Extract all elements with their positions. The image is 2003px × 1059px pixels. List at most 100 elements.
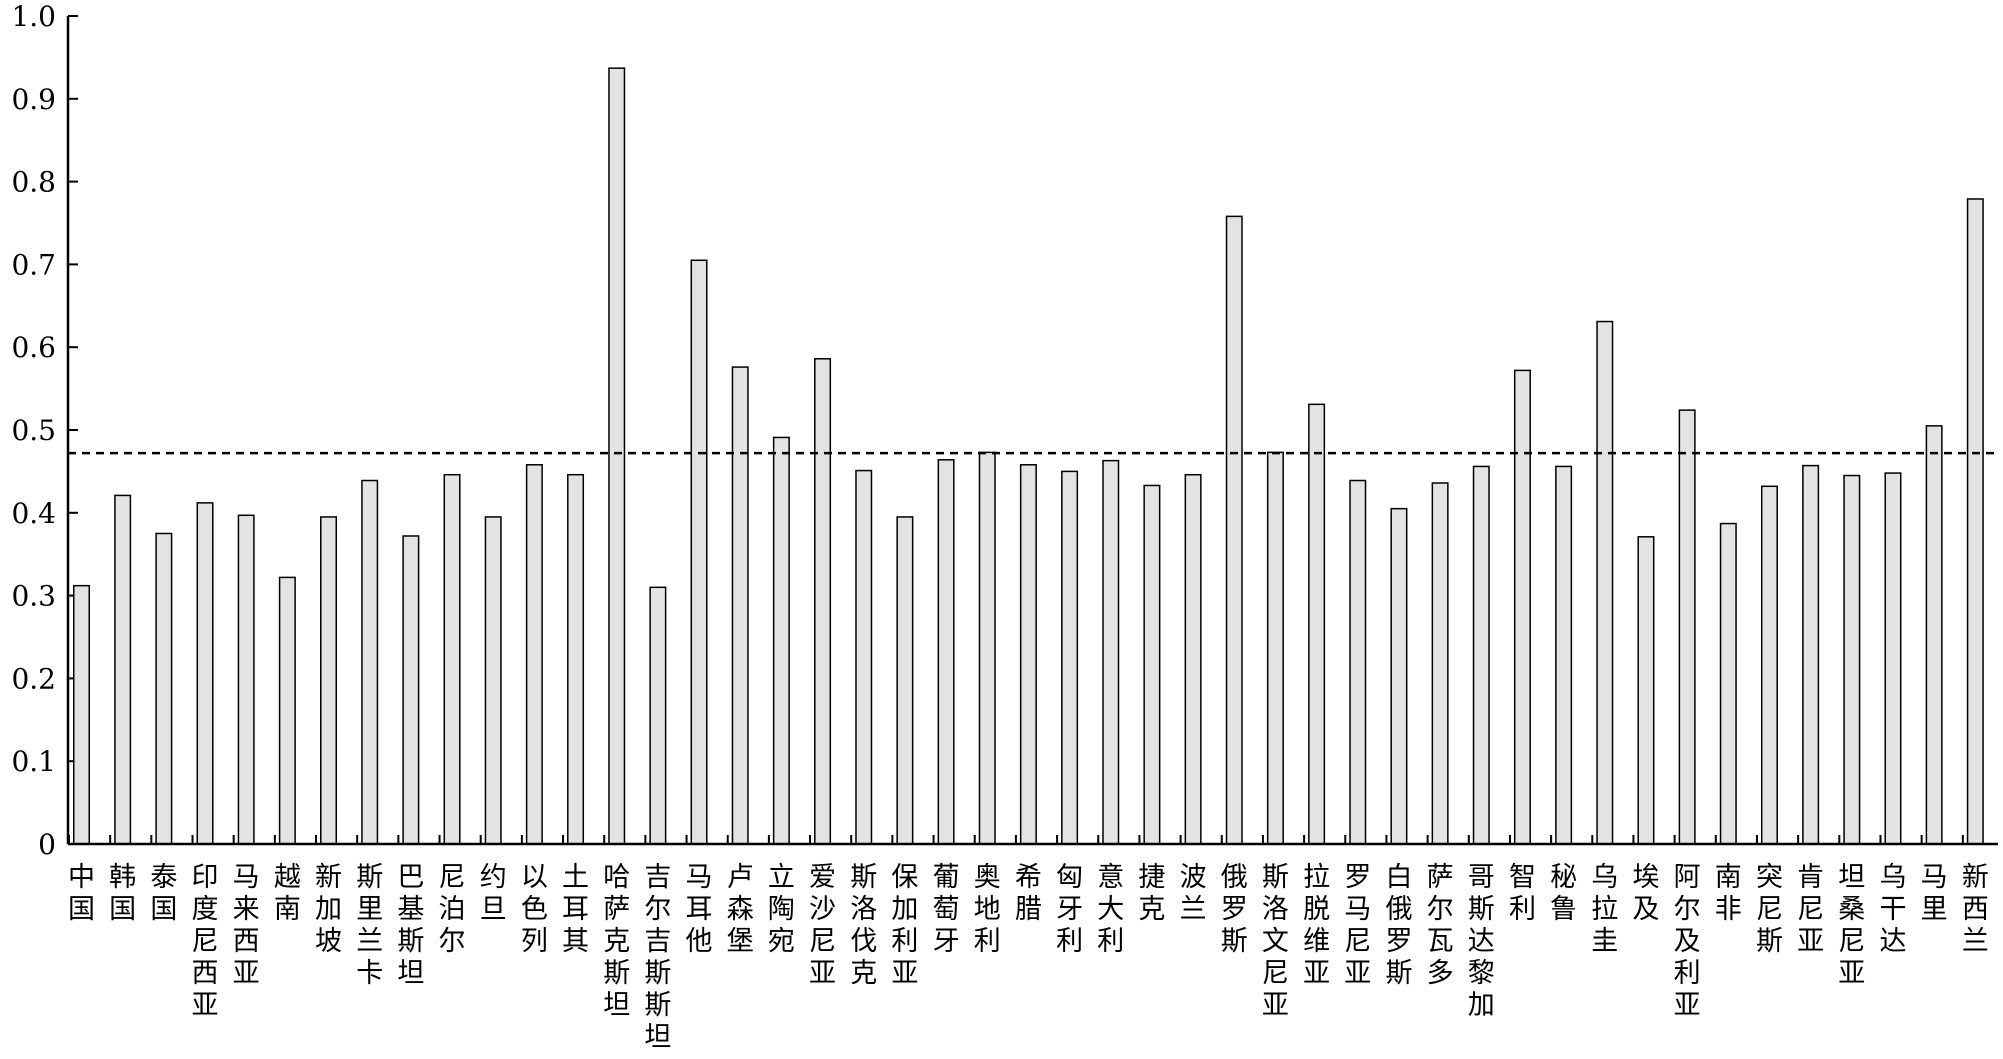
bar (525, 464, 543, 845)
bar (1884, 472, 1902, 845)
bar (1637, 536, 1655, 845)
bar (1966, 198, 1984, 845)
bar (237, 514, 255, 845)
category-label: 南非 (1715, 862, 1742, 925)
x-axis (68, 835, 2003, 846)
bar (1102, 459, 1120, 845)
bar (1390, 507, 1408, 845)
category-label: 哥斯达黎加 (1468, 862, 1495, 1021)
category-label: 奥地利 (974, 862, 1001, 957)
bar (361, 479, 379, 845)
category-label: 乌干达 (1879, 862, 1906, 957)
bar (1308, 403, 1326, 845)
category-label: 乌拉圭 (1591, 862, 1618, 957)
bar (649, 586, 667, 845)
category-label: 萨尔瓦多 (1427, 862, 1454, 989)
y-tick-label: 0.8 (11, 166, 56, 199)
bar (1719, 522, 1737, 845)
category-label: 以色列 (521, 862, 548, 957)
category-label: 阿尔及利亚 (1674, 862, 1701, 1021)
y-tick-label: 0.5 (11, 414, 56, 447)
category-label: 捷克 (1138, 862, 1165, 925)
bar (1596, 320, 1614, 845)
category-label: 吉尔吉斯斯坦 (644, 862, 671, 1053)
category-label: 中国 (68, 862, 95, 925)
bar (814, 358, 832, 845)
bar (1184, 473, 1202, 845)
bar (1019, 464, 1037, 845)
bar (690, 259, 708, 845)
y-tick-label: 1.0 (11, 0, 56, 33)
bar (567, 473, 585, 845)
y-tick-label: 0.1 (11, 745, 56, 778)
y-tick-label: 0 (38, 828, 56, 861)
category-label: 波兰 (1180, 862, 1207, 925)
bar (937, 459, 955, 845)
bar (155, 532, 173, 845)
category-label: 俄罗斯 (1221, 862, 1248, 957)
category-label: 斯洛伐克 (850, 862, 877, 989)
bar (731, 366, 749, 845)
bar (1802, 464, 1820, 845)
category-label: 马耳他 (686, 862, 713, 957)
bar (978, 451, 996, 845)
bar (73, 584, 90, 845)
bar (1925, 425, 1943, 845)
category-label: 巴基斯坦 (397, 862, 424, 989)
category-label: 立陶宛 (768, 862, 795, 957)
bar (484, 516, 502, 845)
bar (1513, 369, 1531, 845)
bar (1555, 465, 1573, 845)
category-label: 韩国 (109, 862, 136, 925)
bar (855, 469, 873, 845)
category-label: 葡萄牙 (933, 862, 960, 957)
category-label: 突尼斯 (1756, 862, 1783, 957)
bar (1760, 485, 1778, 845)
y-tick-label: 0.7 (11, 248, 56, 281)
category-label: 希腊 (1015, 862, 1042, 925)
bar (196, 502, 214, 845)
bar (1678, 409, 1696, 845)
category-label: 坦桑尼亚 (1838, 862, 1865, 989)
y-tick-label: 0.4 (11, 497, 56, 530)
category-label: 白俄罗斯 (1385, 862, 1412, 989)
bar (1843, 474, 1861, 845)
category-label: 保加利亚 (891, 862, 918, 989)
category-label: 约旦 (480, 862, 507, 925)
bar (1349, 479, 1367, 845)
y-tick-label: 0.9 (11, 83, 56, 116)
category-label: 罗马尼亚 (1344, 862, 1371, 989)
bar (1266, 451, 1284, 845)
category-label: 意大利 (1097, 862, 1124, 957)
category-label: 马里 (1921, 862, 1948, 925)
bar (402, 535, 420, 845)
y-tick-label: 0.6 (11, 331, 56, 364)
bar (1143, 484, 1161, 845)
bar (1061, 470, 1079, 845)
bar (1431, 482, 1449, 845)
category-label: 泰国 (150, 862, 177, 925)
category-label: 拉脱维亚 (1303, 862, 1330, 989)
bars (73, 67, 1984, 845)
category-label: 新西兰 (1962, 862, 1989, 957)
category-label: 匈牙利 (1056, 862, 1083, 957)
y-tick-label: 0.3 (11, 580, 56, 613)
bar (114, 494, 132, 845)
category-label: 马来西亚 (233, 862, 260, 989)
bar (1472, 465, 1490, 845)
category-label: 土耳其 (562, 862, 589, 957)
bar (608, 67, 626, 845)
bar (443, 473, 461, 845)
bar (320, 516, 338, 845)
category-label: 肯尼亚 (1797, 862, 1824, 957)
category-label: 斯洛文尼亚 (1262, 862, 1289, 1021)
category-label: 尼泊尔 (439, 862, 466, 957)
bar (772, 436, 790, 845)
category-label: 智利 (1509, 862, 1536, 925)
category-label: 秘鲁 (1550, 862, 1577, 925)
category-label: 埃及 (1632, 862, 1659, 925)
category-label: 新加坡 (315, 862, 342, 957)
bar (1225, 215, 1243, 845)
y-axis: 0 0.1 0.2 0.3 0.4 0.5 0.6 0.7 0.8 0.9 1.0 (11, 0, 78, 861)
